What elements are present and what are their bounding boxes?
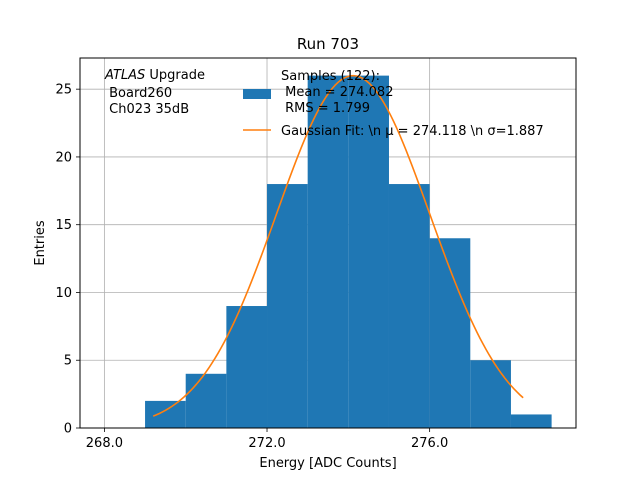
legend-label: RMS = 1.799 bbox=[281, 101, 370, 116]
y-tick-label: 15 bbox=[55, 218, 72, 233]
y-axis-label: Entries bbox=[33, 220, 48, 266]
atlas-annotation: ATLAS Upgrade Board260 Ch023 35dB bbox=[104, 68, 205, 117]
x-tick-label: 272.0 bbox=[248, 436, 285, 451]
y-tick-label: 0 bbox=[64, 422, 72, 437]
y-tick-label: 10 bbox=[55, 286, 72, 301]
histogram-bar bbox=[470, 360, 511, 428]
annotation-line: ATLAS Upgrade bbox=[104, 68, 205, 83]
histogram-bar bbox=[429, 238, 471, 428]
fit-curve-group bbox=[152, 74, 524, 417]
y-tick-label: 5 bbox=[64, 354, 72, 369]
x-tick-label: 268.0 bbox=[86, 436, 123, 451]
histogram-bar bbox=[388, 184, 430, 428]
annotation-italic: ATLAS bbox=[104, 68, 145, 83]
annotation-rest: Upgrade bbox=[145, 68, 205, 83]
annotation-line: Board260 bbox=[105, 86, 172, 101]
legend: Samples (122): Mean = 274.082 RMS = 1.79… bbox=[243, 69, 544, 139]
legend-label: Samples (122): bbox=[281, 69, 380, 84]
plot-frame bbox=[79, 57, 577, 429]
x-axis-label: Energy [ADC Counts] bbox=[259, 456, 396, 471]
legend-label: Mean = 274.082 bbox=[281, 85, 393, 100]
gaussian-fit-curve bbox=[152, 74, 524, 417]
histogram-bar bbox=[145, 400, 186, 428]
axis-ticks: 268.0 272.0 276.0 0 5 10 15 20 25 bbox=[55, 83, 448, 451]
histogram-bar bbox=[185, 373, 227, 428]
histogram-bar bbox=[307, 75, 349, 428]
legend-patch bbox=[243, 89, 271, 99]
histogram-bar bbox=[510, 414, 552, 428]
histogram-bars bbox=[145, 75, 552, 428]
legend-label: Gaussian Fit: \n μ = 274.118 \n σ=1.887 bbox=[281, 124, 544, 139]
histogram-bar bbox=[226, 306, 268, 428]
y-tick-label: 25 bbox=[55, 83, 72, 98]
histogram-bar bbox=[348, 75, 389, 428]
annotation-line: Ch023 35dB bbox=[105, 102, 189, 117]
chart-title: Run 703 bbox=[297, 35, 359, 53]
x-tick-label: 276.0 bbox=[411, 436, 448, 451]
histogram-bar bbox=[267, 184, 308, 428]
y-tick-label: 20 bbox=[55, 150, 72, 165]
